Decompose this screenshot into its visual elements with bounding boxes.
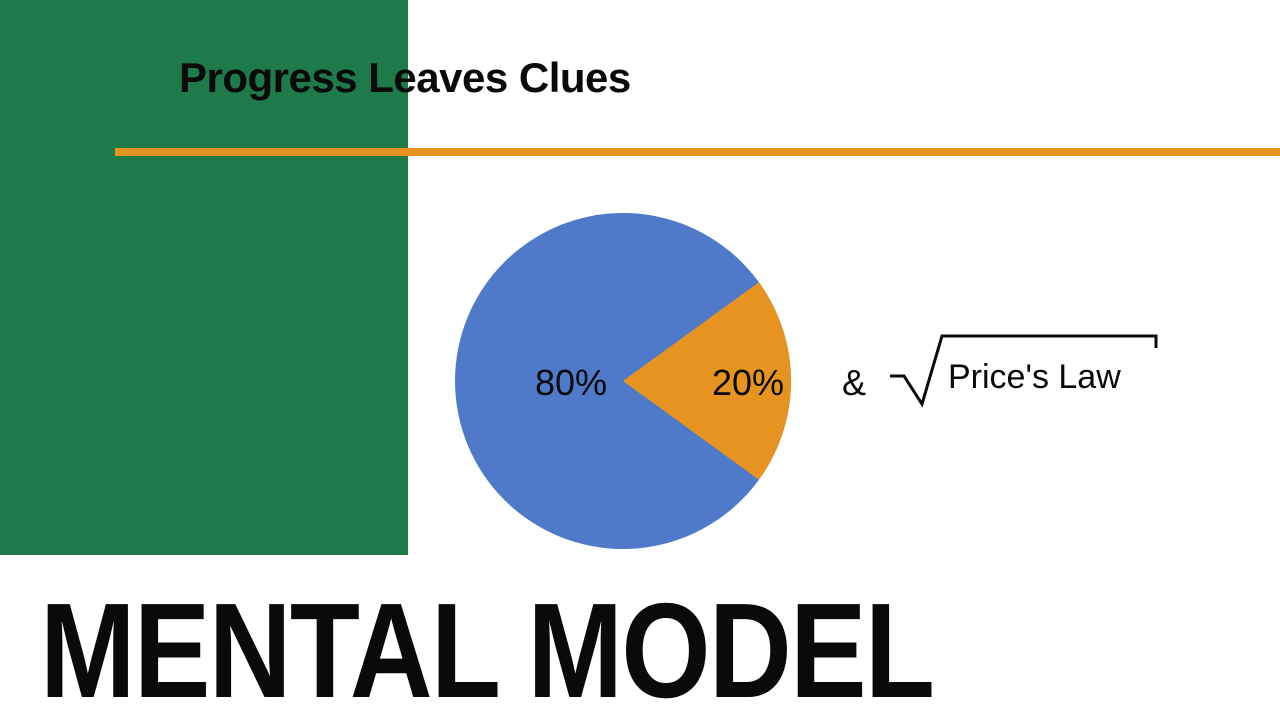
prices-law-label: Price's Law: [948, 358, 1121, 397]
pie-label-80: 80%: [535, 362, 607, 404]
slide-title: Progress Leaves Clues: [179, 54, 631, 102]
ampersand: &: [842, 362, 866, 404]
divider-rule: [115, 148, 1280, 156]
pie-label-20: 20%: [712, 362, 784, 404]
bottom-heading: MENTAL MODEL: [40, 583, 933, 718]
square-root-expression: Price's Law: [886, 320, 1246, 410]
